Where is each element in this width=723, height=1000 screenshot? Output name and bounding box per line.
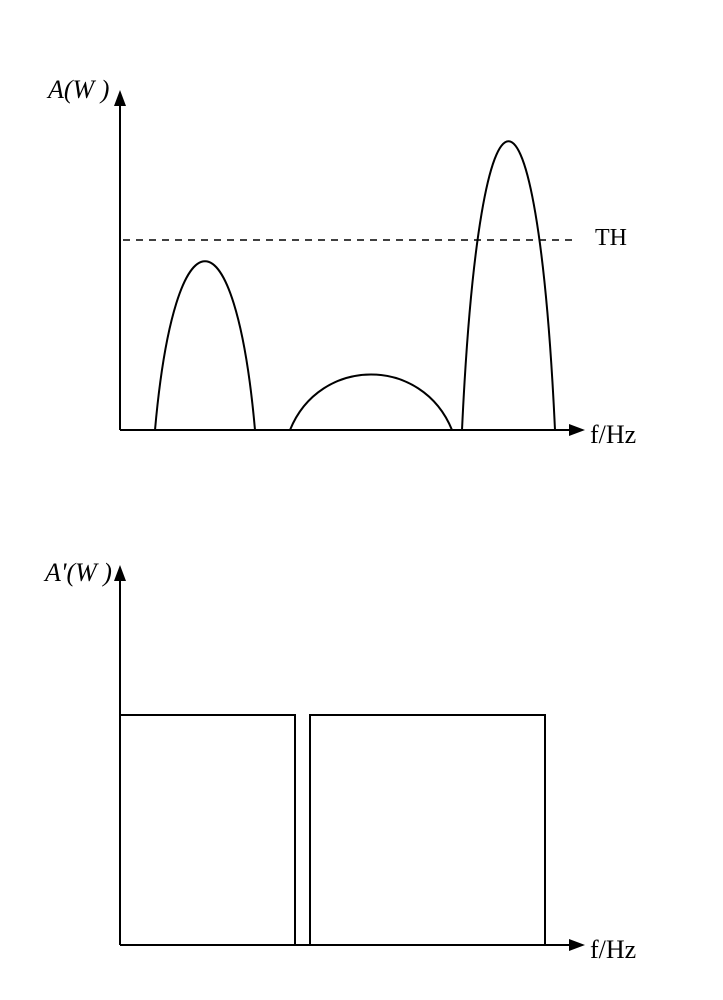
top-plot [0,0,723,500]
rect-band-0 [120,715,295,945]
bottom-plot [0,530,723,1000]
spectrum-peak-1 [290,375,452,431]
page: A(W ) f/Hz TH A'(W ) f/Hz [0,0,723,1000]
rect-band-1 [310,715,545,945]
spectrum-peak-2 [462,141,555,430]
spectrum-peak-0 [155,261,255,430]
